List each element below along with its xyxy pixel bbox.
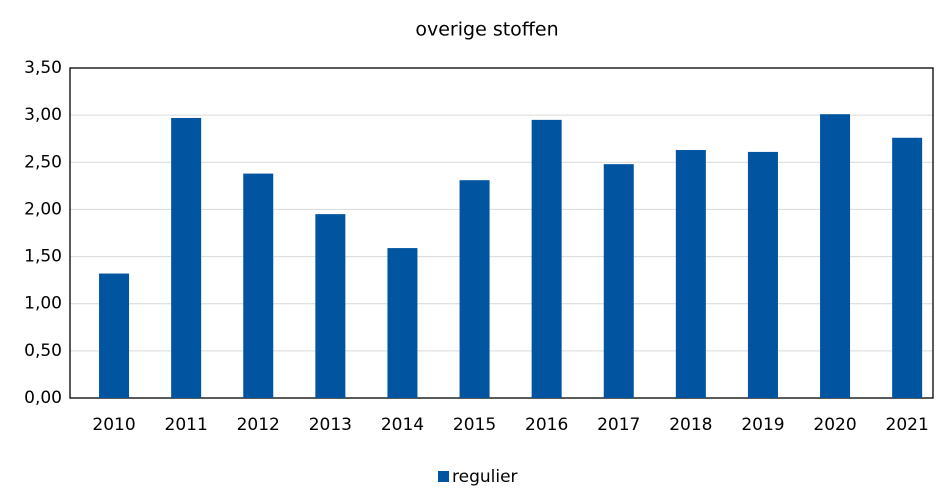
bar — [892, 137, 923, 398]
y-tick-label: 3,50 — [24, 58, 62, 78]
x-tick-label: 2012 — [237, 415, 280, 435]
bar — [747, 151, 778, 398]
plot-frame — [69, 67, 934, 399]
x-tick-label: 2015 — [453, 415, 496, 435]
x-tick-label: 2013 — [309, 415, 352, 435]
bar — [99, 273, 130, 398]
y-tick-label: 2,50 — [24, 152, 62, 172]
bar — [387, 248, 418, 398]
bar — [675, 150, 706, 398]
chart-title: overige stoffen — [415, 19, 558, 41]
y-tick-label: 1,00 — [24, 294, 62, 314]
x-tick-label: 2017 — [597, 415, 640, 435]
x-tick-label: 2020 — [813, 415, 856, 435]
y-tick-label: 0,00 — [24, 388, 62, 408]
bar — [531, 119, 562, 398]
x-tick-label: 2011 — [165, 415, 208, 435]
bar — [820, 114, 851, 398]
y-tick-label: 3,00 — [24, 105, 62, 125]
bar — [243, 173, 274, 398]
x-tick-label: 2016 — [525, 415, 568, 435]
y-tick-label: 2,00 — [24, 199, 62, 219]
legend-swatch — [438, 471, 449, 482]
y-tick-label: 1,50 — [24, 247, 62, 267]
x-tick-label: 2018 — [669, 415, 712, 435]
bar — [603, 164, 634, 398]
x-tick-label: 2019 — [741, 415, 784, 435]
legend-label: regulier — [452, 467, 518, 487]
bar — [459, 180, 490, 398]
y-tick-label: 0,50 — [24, 341, 62, 361]
x-tick-label: 2010 — [92, 415, 135, 435]
bar — [315, 214, 346, 398]
x-tick-label: 2014 — [381, 415, 424, 435]
x-tick-label: 2021 — [886, 415, 929, 435]
bar — [171, 117, 202, 398]
